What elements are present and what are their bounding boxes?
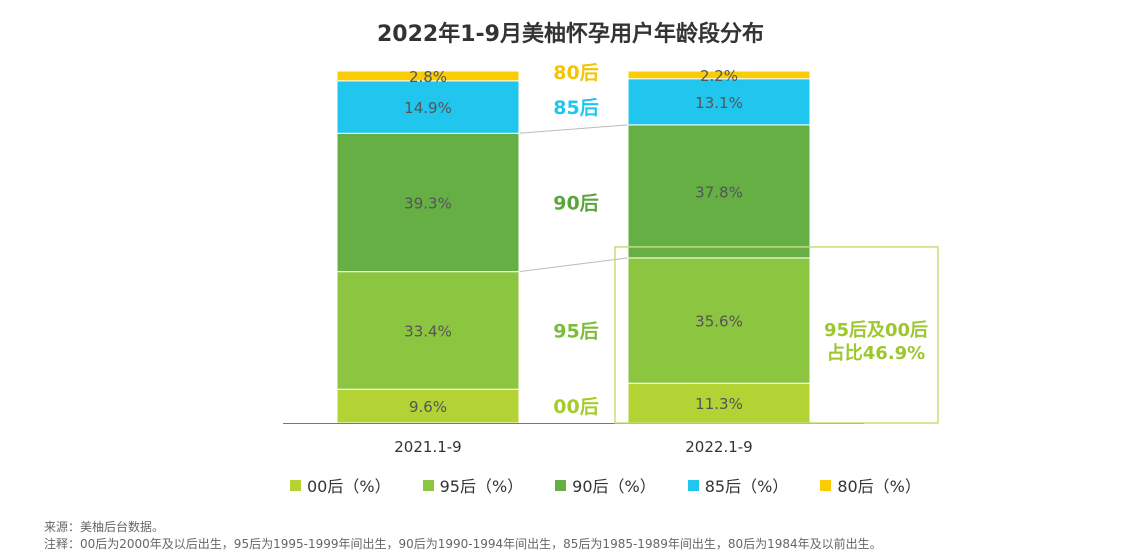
annotation-text: 95后及00后 xyxy=(824,320,928,341)
data-label: 2.8% xyxy=(409,68,447,86)
legend-item: 90后（%） xyxy=(555,473,656,497)
data-label: 14.9% xyxy=(404,99,452,117)
series-label: 00后 xyxy=(553,396,598,418)
legend-swatch xyxy=(422,479,434,491)
series-label: 85后 xyxy=(553,97,598,119)
connector-line xyxy=(518,124,629,134)
stacked-bar-chart: 9.6% 33.4% 39.3% 14.9% 2.8% 11.3% 35.6% 37.8% 13… xyxy=(283,62,939,456)
legend-swatch xyxy=(820,479,832,491)
legend-label: 85后（%） xyxy=(704,477,789,496)
legend-swatch xyxy=(687,479,699,491)
definition-note: 注释：00后为2000年及以后出生，95后为1995-1999年间出生，90后为… xyxy=(44,537,882,551)
legend-swatch xyxy=(290,479,301,491)
chart-legend: 00后（%） 95后（%） 90后（%） 85后（%） 80后（%） xyxy=(290,473,921,497)
legend-label: 95后（%） xyxy=(439,477,524,496)
legend-swatch xyxy=(555,479,567,491)
x-tick-label: 2021.1-9 xyxy=(394,438,461,456)
connector-line xyxy=(518,257,629,273)
bar-segment xyxy=(627,257,811,384)
data-label: 9.6% xyxy=(409,398,447,416)
data-label: 37.8% xyxy=(695,183,743,201)
x-tick-label: 2022.1-9 xyxy=(685,438,752,456)
legend-item: 85后（%） xyxy=(687,473,789,497)
bar-segment xyxy=(627,124,811,259)
bar-segment xyxy=(336,388,520,424)
data-label: 39.3% xyxy=(404,194,452,212)
source-note: 来源：美柚后台数据。 xyxy=(44,520,165,534)
series-label: 95后 xyxy=(553,320,598,342)
data-label: 33.4% xyxy=(404,322,452,340)
series-label: 90后 xyxy=(553,192,598,214)
data-label: 35.6% xyxy=(695,313,743,331)
legend-item: 80后（%） xyxy=(820,473,921,497)
series-label: 80后 xyxy=(553,62,598,84)
legend-label: 80后（%） xyxy=(837,477,921,496)
bar-segment xyxy=(336,70,520,82)
chart-notes: 来源：美柚后台数据。 注释：00后为2000年及以后出生，95后为1995-19… xyxy=(44,519,882,553)
bar-segment xyxy=(627,70,811,80)
legend-label: 00后（%） xyxy=(307,477,391,496)
highlight-box xyxy=(614,246,939,424)
data-label: 13.1% xyxy=(695,94,743,112)
legend-item: 00后（%） xyxy=(290,473,391,497)
bar-segment xyxy=(336,132,520,273)
chart-title: 2022年1-9月美柚怀孕用户年龄段分布 xyxy=(377,22,764,47)
data-label: 11.3% xyxy=(695,395,743,413)
bar-segment xyxy=(336,80,520,134)
legend-item: 95后（%） xyxy=(422,473,524,497)
annotation-text: 占比46.9% xyxy=(827,342,925,364)
legend-label: 90后（%） xyxy=(572,477,656,496)
data-label: 2.2% xyxy=(700,67,738,85)
